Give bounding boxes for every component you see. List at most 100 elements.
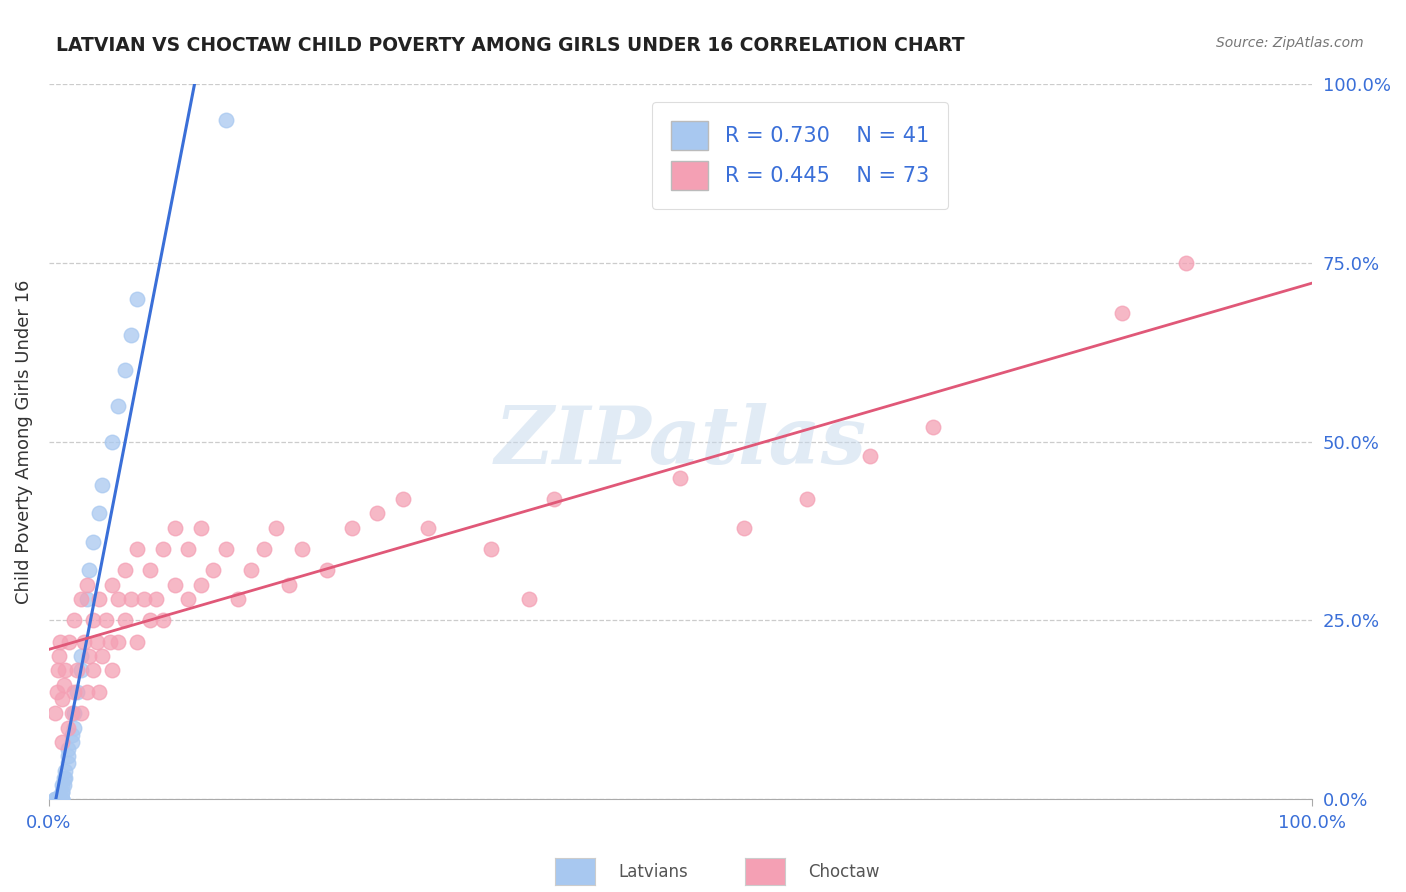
Point: [45, 792, 67, 806]
Point: [56, 721, 79, 735]
Point: [45, 685, 67, 699]
Point: [120, 592, 142, 607]
Point: [48, 649, 70, 664]
Point: [76, 592, 98, 607]
Point: [89, 506, 111, 520]
Text: Source: ZipAtlas.com: Source: ZipAtlas.com: [1216, 36, 1364, 50]
Point: [60, 735, 83, 749]
Point: [391, 491, 413, 506]
Point: [63, 706, 86, 721]
Point: [107, 635, 129, 649]
Point: [66, 685, 89, 699]
Point: [86, 635, 108, 649]
Point: [51, 735, 73, 749]
Point: [139, 614, 162, 628]
Point: [51, 792, 73, 806]
Point: [165, 578, 187, 592]
Point: [733, 520, 755, 534]
Point: [94, 614, 117, 628]
Point: [76, 578, 98, 592]
Point: [60, 728, 83, 742]
Point: [517, 592, 540, 607]
Legend: R = 0.730    N = 41, R = 0.445    N = 73: R = 0.730 N = 41, R = 0.445 N = 73: [652, 102, 948, 209]
Point: [101, 434, 124, 449]
Point: [127, 292, 149, 306]
Point: [51, 785, 73, 799]
Point: [79, 563, 101, 577]
Point: [82, 614, 104, 628]
Y-axis label: Child Poverty Among Girls Under 16: Child Poverty Among Girls Under 16: [15, 279, 32, 604]
Text: ZIPatlas: ZIPatlas: [495, 403, 866, 481]
Point: [51, 692, 73, 706]
Point: [69, 706, 91, 721]
Point: [69, 592, 91, 607]
Point: [922, 420, 945, 434]
Point: [91, 477, 114, 491]
Point: [127, 635, 149, 649]
Point: [127, 541, 149, 556]
Point: [60, 706, 83, 721]
Text: Latvians: Latvians: [619, 863, 689, 881]
Point: [51, 785, 73, 799]
Point: [416, 520, 439, 534]
Point: [63, 721, 86, 735]
Point: [53, 778, 76, 792]
Point: [56, 756, 79, 771]
Point: [45, 792, 67, 806]
Point: [63, 614, 86, 628]
Point: [44, 792, 66, 806]
Point: [190, 520, 212, 534]
Point: [56, 742, 79, 756]
Point: [44, 706, 66, 721]
Point: [53, 771, 76, 785]
Point: [215, 541, 238, 556]
Point: [1111, 306, 1133, 320]
Point: [859, 449, 882, 463]
Point: [58, 635, 80, 649]
Point: [98, 635, 121, 649]
Point: [89, 592, 111, 607]
Text: Choctaw: Choctaw: [808, 863, 880, 881]
Point: [55, 764, 77, 778]
Point: [340, 520, 363, 534]
Point: [114, 563, 136, 577]
Point: [56, 749, 79, 764]
Point: [101, 578, 124, 592]
Point: [215, 113, 238, 128]
Point: [315, 563, 337, 577]
Point: [152, 541, 174, 556]
Point: [132, 592, 155, 607]
Point: [66, 664, 89, 678]
Point: [1174, 256, 1197, 270]
Point: [240, 563, 263, 577]
Point: [76, 685, 98, 699]
Point: [48, 792, 70, 806]
Point: [290, 541, 312, 556]
Point: [190, 578, 212, 592]
Point: [63, 685, 86, 699]
Point: [89, 685, 111, 699]
Point: [46, 792, 69, 806]
Point: [120, 327, 142, 342]
Point: [145, 592, 167, 607]
Point: [55, 664, 77, 678]
Point: [177, 592, 200, 607]
Point: [73, 635, 96, 649]
Point: [114, 363, 136, 377]
Point: [266, 520, 288, 534]
Point: [82, 534, 104, 549]
Point: [51, 778, 73, 792]
Text: LATVIAN VS CHOCTAW CHILD POVERTY AMONG GIRLS UNDER 16 CORRELATION CHART: LATVIAN VS CHOCTAW CHILD POVERTY AMONG G…: [56, 36, 965, 54]
Point: [228, 592, 250, 607]
Point: [55, 771, 77, 785]
Point: [366, 506, 388, 520]
Point: [139, 563, 162, 577]
Point: [114, 614, 136, 628]
Point: [44, 792, 66, 806]
Point: [49, 635, 72, 649]
Point: [48, 792, 70, 806]
Point: [543, 491, 565, 506]
Point: [46, 664, 69, 678]
Point: [107, 592, 129, 607]
Point: [479, 541, 502, 556]
